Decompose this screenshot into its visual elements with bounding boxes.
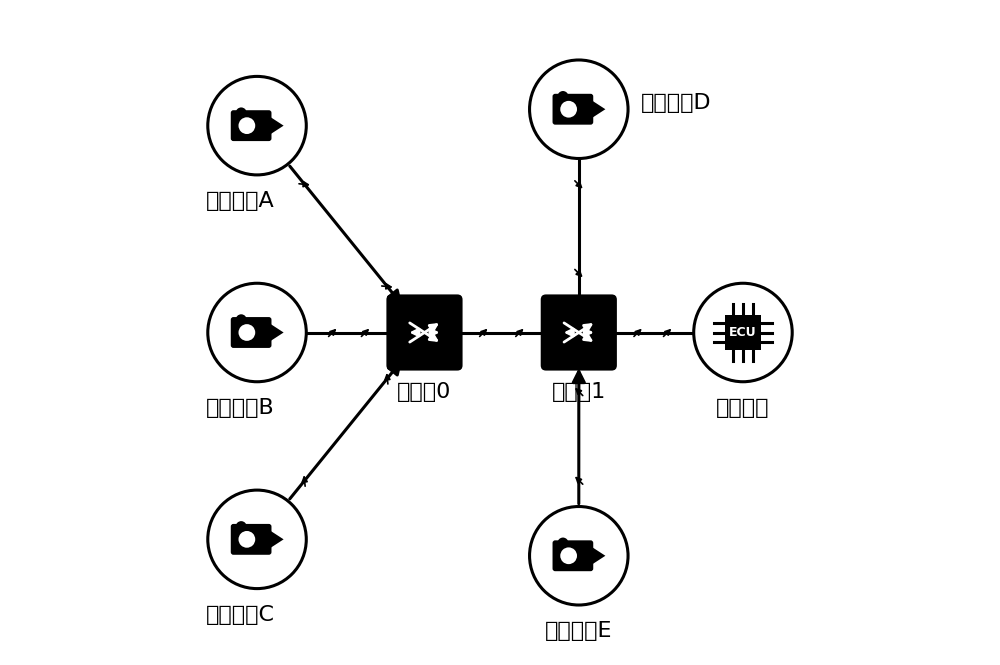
FancyBboxPatch shape xyxy=(553,94,593,124)
Circle shape xyxy=(530,60,628,158)
FancyBboxPatch shape xyxy=(231,110,271,141)
Text: 发送设备B: 发送设备B xyxy=(206,398,275,418)
Polygon shape xyxy=(269,530,284,549)
Text: 接收设备: 接收设备 xyxy=(716,398,770,418)
FancyBboxPatch shape xyxy=(725,315,761,350)
FancyBboxPatch shape xyxy=(541,295,617,370)
Circle shape xyxy=(560,547,577,564)
Polygon shape xyxy=(269,116,284,135)
Circle shape xyxy=(238,117,255,134)
Circle shape xyxy=(558,91,568,102)
Circle shape xyxy=(208,490,306,589)
Circle shape xyxy=(238,324,255,341)
Circle shape xyxy=(208,283,306,382)
FancyBboxPatch shape xyxy=(386,295,463,370)
Circle shape xyxy=(236,315,247,325)
Circle shape xyxy=(208,76,306,175)
Polygon shape xyxy=(269,323,284,342)
Circle shape xyxy=(558,537,568,549)
Circle shape xyxy=(560,101,577,118)
Text: 交换机0: 交换机0 xyxy=(397,382,452,402)
Circle shape xyxy=(238,531,255,548)
Circle shape xyxy=(236,108,247,118)
Polygon shape xyxy=(591,100,605,119)
FancyBboxPatch shape xyxy=(553,541,593,571)
Text: ECU: ECU xyxy=(729,326,757,339)
Text: 发送设备E: 发送设备E xyxy=(545,621,613,642)
Text: 交换机1: 交换机1 xyxy=(552,382,606,402)
Text: 发送设备A: 发送设备A xyxy=(206,192,275,211)
Text: 发送设备C: 发送设备C xyxy=(206,605,275,625)
Circle shape xyxy=(236,521,247,532)
FancyBboxPatch shape xyxy=(231,524,271,555)
FancyBboxPatch shape xyxy=(231,317,271,348)
Text: 发送设备D: 发送设备D xyxy=(641,92,712,112)
Circle shape xyxy=(694,283,792,382)
Circle shape xyxy=(530,507,628,605)
Polygon shape xyxy=(591,546,605,565)
